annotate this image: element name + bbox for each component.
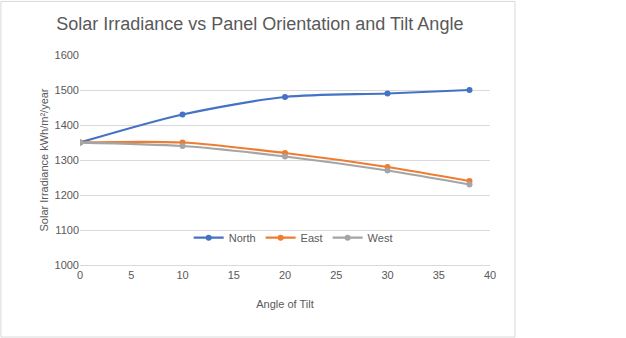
svg-text:0: 0 <box>77 269 83 281</box>
svg-text:1200: 1200 <box>55 189 79 201</box>
svg-text:40: 40 <box>484 269 496 281</box>
svg-text:East: East <box>301 232 323 244</box>
svg-text:1100: 1100 <box>55 224 79 236</box>
svg-text:Solar Irradiance vs Panel Orie: Solar Irradiance vs Panel Orientation an… <box>56 14 463 34</box>
svg-text:West: West <box>368 232 393 244</box>
svg-text:35: 35 <box>433 269 445 281</box>
svg-text:1600: 1600 <box>55 49 79 61</box>
svg-text:1300: 1300 <box>55 154 79 166</box>
svg-text:10: 10 <box>176 269 188 281</box>
svg-text:Angle of Tilt: Angle of Tilt <box>256 298 313 310</box>
svg-text:20: 20 <box>279 269 291 281</box>
svg-text:30: 30 <box>381 269 393 281</box>
svg-text:25: 25 <box>330 269 342 281</box>
svg-text:North: North <box>229 232 256 244</box>
svg-text:1500: 1500 <box>55 84 79 96</box>
svg-text:1400: 1400 <box>55 119 79 131</box>
svg-text:5: 5 <box>128 269 134 281</box>
svg-text:1000: 1000 <box>55 259 79 271</box>
svg-text:Solar Irradiance kWh/m²/year: Solar Irradiance kWh/m²/year <box>38 88 50 231</box>
svg-text:15: 15 <box>228 269 240 281</box>
